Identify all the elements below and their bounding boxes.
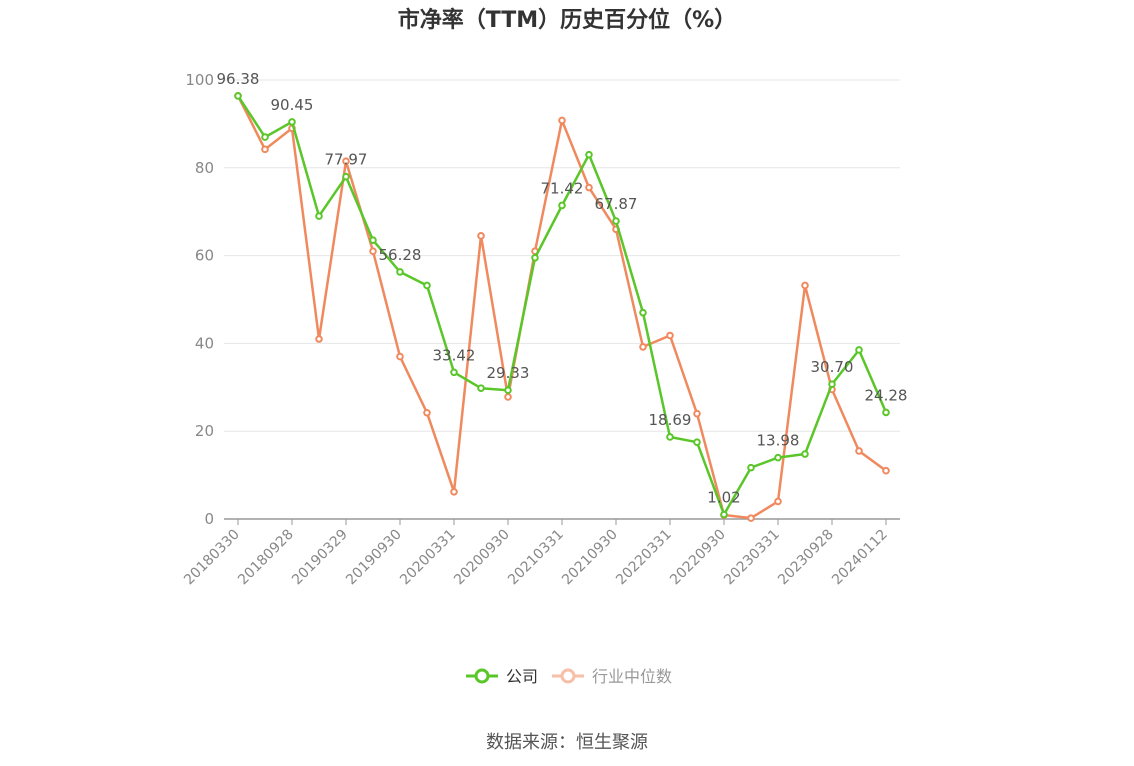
data-point: [882, 408, 890, 417]
data-point: [882, 466, 890, 475]
data-point: [504, 393, 512, 401]
y-tick-label: 100: [185, 71, 214, 89]
data-point: [558, 116, 566, 125]
data-label: 96.38: [217, 70, 260, 88]
data-label: 18.69: [649, 411, 692, 429]
data-point: [396, 352, 404, 361]
data-point: [747, 463, 755, 472]
data-point: [774, 453, 782, 462]
data-point: [477, 384, 485, 392]
legend-marker: [560, 668, 576, 684]
data-point: [369, 247, 377, 256]
data-label: 33.42: [433, 346, 476, 364]
x-tick-label: 20210930: [559, 527, 621, 589]
data-label: 24.28: [865, 386, 908, 404]
source-text: 数据来源：恒生聚源: [486, 732, 648, 753]
data-point: [342, 157, 350, 166]
data-point: [801, 281, 809, 290]
data-point: [423, 281, 431, 290]
x-tick-label: 20190930: [343, 527, 405, 589]
data-label: 30.70: [811, 358, 854, 376]
data-point: [261, 133, 269, 141]
data-point: [261, 145, 269, 154]
x-tick-label: 20230331: [721, 527, 783, 589]
data-point: [396, 268, 404, 276]
data-label: 29.33: [487, 364, 530, 382]
y-tick-label: 40: [195, 334, 214, 352]
data-point: [774, 497, 782, 506]
data-point: [720, 510, 728, 519]
data-point: [612, 217, 620, 225]
data-point: [288, 118, 296, 126]
data-point: [585, 150, 593, 159]
data-point: [693, 438, 701, 446]
y-tick-label: 80: [195, 159, 214, 177]
data-point: [531, 253, 539, 262]
x-tick-label: 20210331: [505, 527, 567, 589]
data-point: [666, 331, 674, 340]
x-tick-label: 20190329: [289, 527, 351, 589]
y-tick-label: 20: [195, 422, 214, 440]
data-point: [450, 487, 458, 496]
data-point: [855, 447, 863, 455]
data-point: [423, 408, 431, 417]
data-point: [342, 172, 350, 181]
data-label: 67.87: [595, 195, 638, 213]
data-point: [639, 308, 647, 317]
data-point: [855, 346, 863, 354]
x-tick-label: 20230928: [775, 527, 837, 589]
legend-label: 行业中位数: [592, 667, 672, 686]
data-point: [666, 433, 674, 441]
data-point: [477, 232, 485, 240]
data-point: [450, 368, 458, 377]
data-point: [693, 409, 701, 418]
chart-title: 市净率（TTM）历史百分位（%）: [397, 8, 737, 33]
data-label: 1.02: [707, 489, 740, 507]
data-point: [234, 92, 242, 100]
legend-label: 公司: [506, 667, 538, 686]
data-point: [828, 380, 836, 389]
data-point: [315, 335, 323, 343]
x-tick-label: 20180928: [235, 527, 297, 589]
data-label: 13.98: [757, 432, 800, 450]
data-label: 77.97: [325, 151, 368, 169]
data-point: [747, 514, 755, 522]
x-tick-label: 20200930: [451, 527, 513, 589]
data-point: [801, 450, 809, 458]
x-tick-label: 20220930: [667, 527, 729, 589]
x-tick-label: 20220331: [613, 527, 675, 589]
x-tick-label: 20180330: [181, 527, 243, 589]
data-point: [369, 236, 377, 245]
y-tick-label: 60: [195, 247, 214, 265]
y-tick-label: 0: [204, 510, 214, 528]
x-tick-label: 20240112: [829, 527, 891, 589]
data-point: [315, 212, 323, 220]
data-label: 56.28: [379, 246, 422, 264]
data-label: 90.45: [271, 96, 314, 114]
data-point: [504, 386, 512, 395]
data-point: [639, 343, 647, 351]
x-tick-label: 20200331: [397, 527, 459, 589]
data-point: [558, 201, 566, 210]
data-label: 71.42: [541, 179, 584, 197]
legend-marker: [474, 668, 490, 684]
data-point: [585, 183, 593, 192]
